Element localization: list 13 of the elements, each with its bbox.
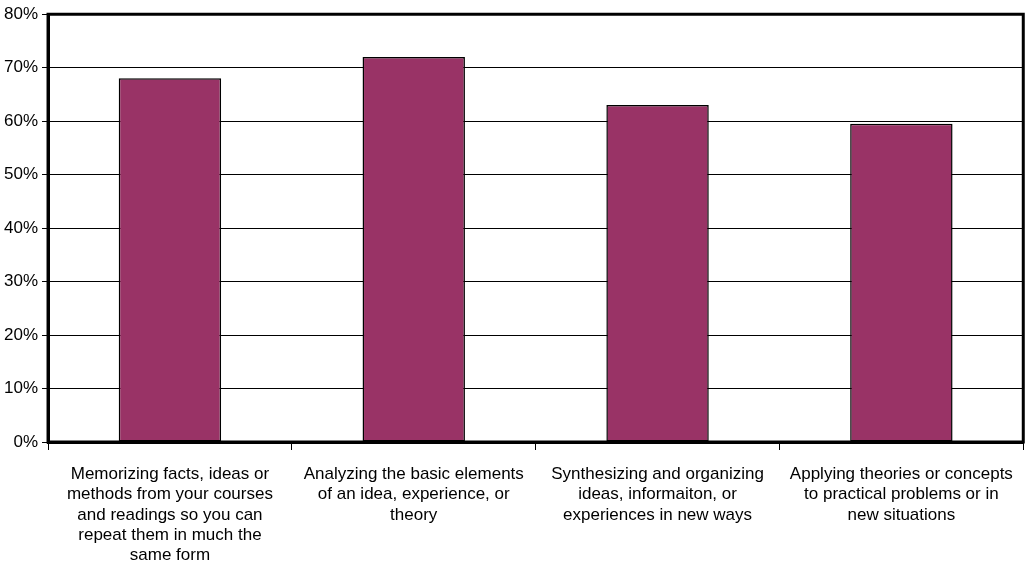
y-tick-label: 80% <box>3 3 39 23</box>
x-tick-label: Analyzing the basic elements of an idea, experience, or theory <box>303 463 524 524</box>
y-tick-label: 50% <box>3 164 39 184</box>
x-tick-label: Applying theories or concepts to practical problems or in new situations <box>789 463 1013 524</box>
x-tick-label: Synthesizing and organizing ideas, informaiton, or experiences in new ways <box>551 463 764 524</box>
y-tick-label: 20% <box>3 324 39 344</box>
y-tick-label: 10% <box>3 378 39 398</box>
y-tick-label: 70% <box>3 57 39 77</box>
x-tick-label: Memorizing facts, ideas or methods from your courses and readings so you can repeat them in much the same form <box>66 463 273 565</box>
y-tick-label: 40% <box>3 217 39 237</box>
y-tick-label: 30% <box>3 271 39 291</box>
y-tick-label: 0% <box>13 431 39 451</box>
y-tick-label: 60% <box>3 110 39 130</box>
